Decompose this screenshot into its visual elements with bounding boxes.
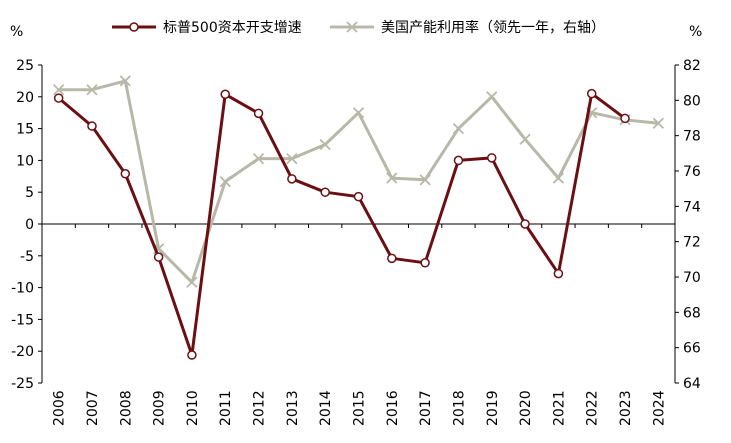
data-point — [353, 191, 364, 202]
series-line — [57, 92, 626, 357]
left-tick-label: 10 — [16, 153, 34, 169]
right-tick-label: 72 — [683, 235, 701, 251]
series-utilization — [53, 75, 664, 288]
series-line — [58, 79, 659, 284]
left-tick-label: 20 — [16, 90, 34, 106]
data-point — [253, 108, 264, 119]
data-point — [519, 133, 531, 145]
left-axis-unit: % — [10, 24, 23, 40]
data-point — [87, 121, 97, 131]
data-point — [520, 219, 530, 229]
data-point — [387, 253, 397, 264]
data-point — [286, 152, 298, 165]
x-tick-label: 2014 — [318, 390, 334, 426]
data-point — [352, 107, 365, 119]
left-tick-label: 5 — [25, 185, 34, 201]
data-point — [287, 174, 297, 184]
data-point — [453, 155, 464, 166]
legend-marker-utilization — [346, 21, 358, 33]
right-tick-label: 68 — [683, 305, 701, 321]
right-tick-label: 82 — [683, 58, 701, 74]
x-tick-label: 2011 — [218, 390, 234, 426]
x-tick-label: 2009 — [152, 390, 168, 426]
data-point — [220, 89, 230, 100]
left-tick-label: -20 — [11, 344, 34, 360]
x-tick-label: 2021 — [551, 390, 567, 426]
right-axis-ticks: 64 66 68 70 72 74 76 78 80 82 — [675, 58, 701, 392]
data-point — [186, 276, 198, 288]
right-axis-unit: % — [689, 24, 702, 40]
x-tick-label: 2007 — [85, 390, 101, 426]
x-tick-label: 2018 — [451, 390, 467, 426]
x-axis-ticks: 2006 2007 2008 2009 2010 2011 2012 2013 2014 2015… — [41, 224, 676, 426]
left-tick-label: -10 — [11, 281, 34, 297]
data-point — [53, 93, 64, 103]
right-tick-label: 66 — [683, 341, 701, 357]
left-tick-label: -15 — [11, 312, 34, 328]
x-tick-label: 2012 — [252, 390, 268, 426]
x-tick-label: 2008 — [118, 390, 134, 426]
data-point — [620, 113, 630, 124]
data-point — [586, 88, 597, 99]
left-tick-label: 15 — [16, 122, 34, 138]
data-point — [420, 258, 430, 268]
legend-label-utilization: 美国产能利用率（领先一年，右轴） — [381, 19, 605, 36]
right-tick-label: 78 — [683, 129, 701, 145]
right-tick-label: 76 — [683, 164, 701, 180]
x-tick-label: 2019 — [485, 390, 501, 426]
x-tick-label: 2010 — [185, 390, 201, 426]
left-tick-label: 25 — [16, 58, 34, 74]
legend: 标普500资本开支增速 美国产能利用率（领先一年，右轴） — [112, 19, 605, 36]
data-point — [319, 138, 331, 151]
data-point — [320, 187, 330, 197]
x-tick-label: 2015 — [352, 390, 368, 426]
series-capex — [53, 88, 630, 360]
right-tick-label: 74 — [683, 199, 701, 215]
data-point — [252, 152, 265, 165]
x-tick-label: 2020 — [518, 390, 534, 426]
data-point — [487, 153, 497, 163]
right-tick-label: 80 — [683, 93, 701, 109]
left-tick-label: -5 — [20, 249, 34, 265]
data-point — [419, 174, 431, 186]
data-point — [652, 117, 664, 129]
data-point — [187, 350, 197, 360]
left-axis-ticks: -25 -20 -15 -10 -5 0 5 10 15 20 25 — [11, 58, 42, 392]
series-layer — [53, 75, 664, 360]
x-tick-label: 2017 — [418, 390, 434, 426]
data-point — [153, 252, 164, 262]
data-point — [552, 172, 565, 184]
data-point — [86, 84, 98, 96]
x-tick-label: 2022 — [585, 390, 601, 426]
left-tick-label: -25 — [11, 376, 34, 392]
x-tick-label: 2006 — [52, 390, 68, 426]
data-point — [452, 122, 465, 135]
data-point — [120, 169, 131, 179]
right-tick-label: 64 — [683, 376, 701, 392]
legend-marker-capex — [129, 22, 139, 32]
data-point — [219, 175, 231, 188]
data-point — [553, 268, 564, 279]
data-point — [119, 75, 131, 87]
right-tick-label: 70 — [683, 270, 701, 286]
left-tick-label: 0 — [25, 217, 34, 233]
data-point — [53, 84, 65, 96]
x-tick-label: 2023 — [618, 390, 634, 426]
data-point — [486, 91, 498, 103]
x-tick-label: 2024 — [651, 390, 667, 426]
data-point — [386, 172, 398, 184]
x-tick-label: 2013 — [285, 390, 301, 426]
x-tick-label: 2016 — [385, 390, 401, 426]
legend-label-capex: 标普500资本开支增速 — [163, 20, 302, 36]
